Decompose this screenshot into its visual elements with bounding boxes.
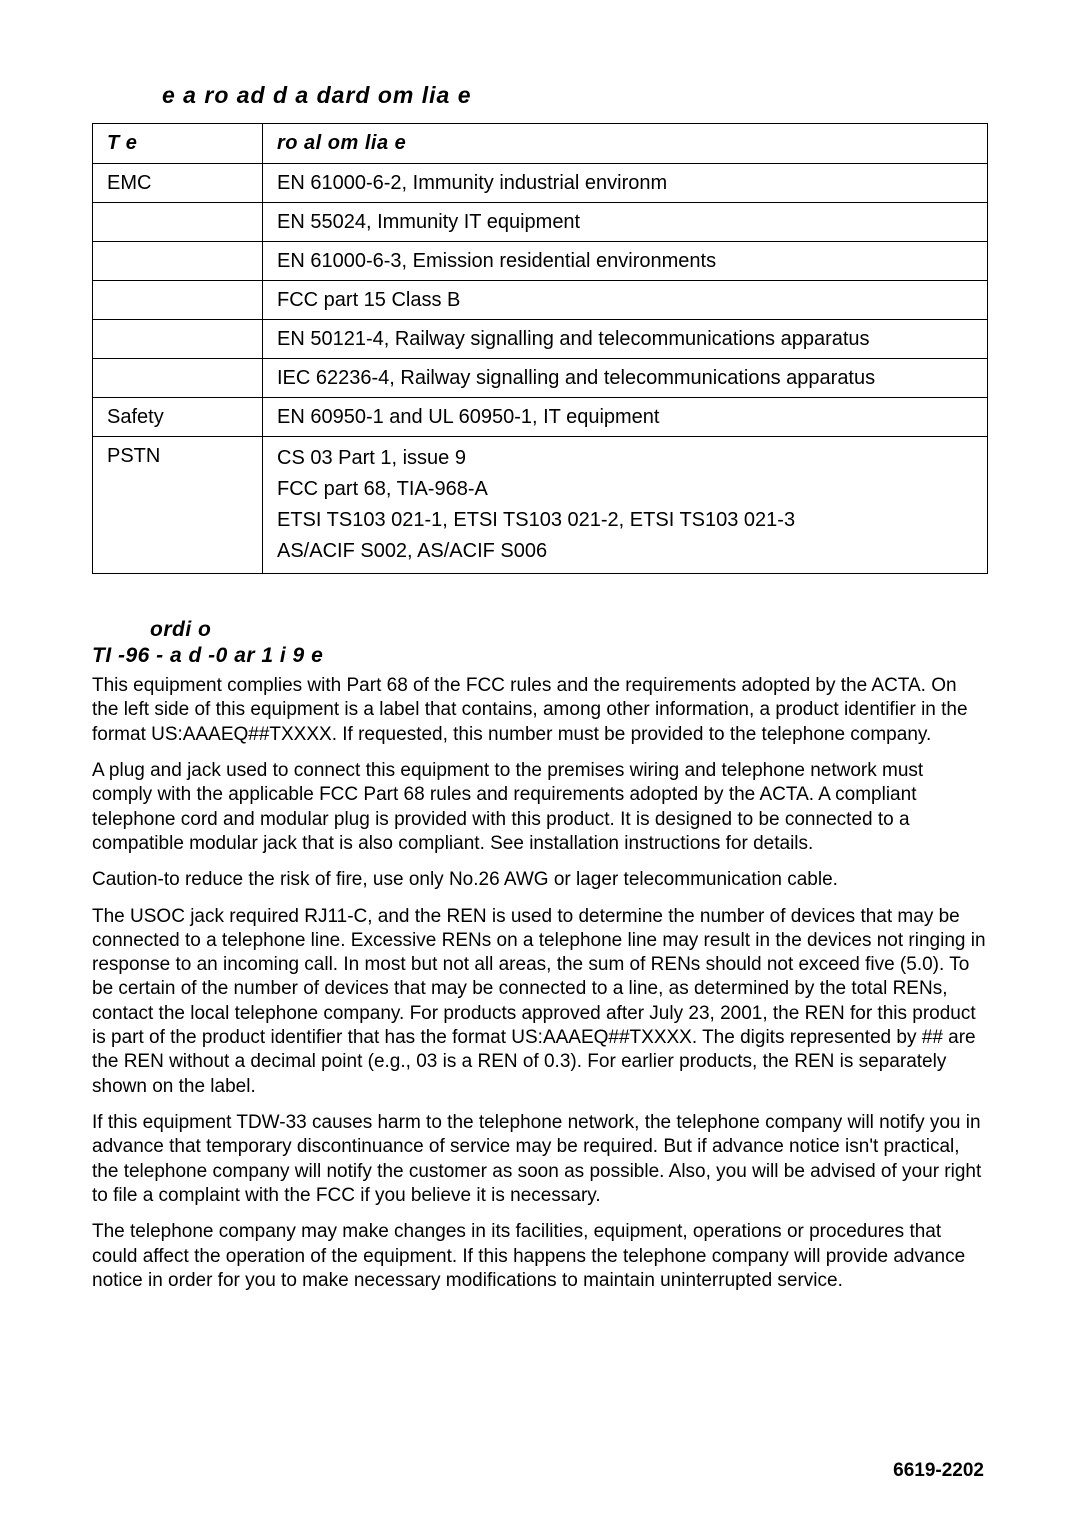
value-cell: EN 61000-6-2, Immunity industrial enviro… [263,164,988,203]
header-compliance: ro al om lia e [263,124,988,164]
table-row: EMCEN 61000-6-2, Immunity industrial env… [93,164,988,203]
type-cell [93,203,263,242]
table-row: EN 61000-6-3, Emission residential envir… [93,242,988,281]
compliance-table: T e ro al om lia e EMCEN 61000-6-2, Immu… [92,123,988,574]
main-heading: e a ro ad d a dard om lia e [162,82,988,109]
subheading-2: TI -96 - a d -0 ar 1 i 9 e [92,644,988,668]
value-cell: CS 03 Part 1, issue 9FCC part 68, TIA-96… [263,437,988,574]
type-cell: EMC [93,164,263,203]
type-cell [93,281,263,320]
table-row: SafetyEN 60950-1 and UL 60950-1, IT equi… [93,398,988,437]
paragraph-container: This equipment complies with Part 68 of … [92,674,988,1293]
value-cell: EN 55024, Immunity IT equipment [263,203,988,242]
paragraph: If this equipment TDW-33 causes harm to … [92,1111,988,1208]
table-row: EN 50121-4, Railway signalling and telec… [93,320,988,359]
page: e a ro ad d a dard om lia e T e ro al om… [0,0,1080,1532]
table-row: IEC 62236-4, Railway signalling and tele… [93,359,988,398]
value-cell: EN 60950-1 and UL 60950-1, IT equipment [263,398,988,437]
table-row: FCC part 15 Class B [93,281,988,320]
type-cell: Safety [93,398,263,437]
type-cell [93,359,263,398]
paragraph: This equipment complies with Part 68 of … [92,674,988,747]
paragraph: Caution-to reduce the risk of fire, use … [92,868,988,892]
table-row: PSTNCS 03 Part 1, issue 9FCC part 68, TI… [93,437,988,574]
value-cell: FCC part 15 Class B [263,281,988,320]
document-number: 6619-2202 [893,1460,984,1482]
subheading-1: ordi o [150,618,988,642]
type-cell [93,320,263,359]
table-row: EN 55024, Immunity IT equipment [93,203,988,242]
value-cell: EN 50121-4, Railway signalling and telec… [263,320,988,359]
value-cell: IEC 62236-4, Railway signalling and tele… [263,359,988,398]
paragraph: The USOC jack required RJ11-C, and the R… [92,905,988,1100]
paragraph: A plug and jack used to connect this equ… [92,759,988,856]
header-type: T e [93,124,263,164]
type-cell: PSTN [93,437,263,574]
value-cell: EN 61000-6-3, Emission residential envir… [263,242,988,281]
paragraph: The telephone company may make changes i… [92,1220,988,1293]
type-cell [93,242,263,281]
fcc-section: ordi o TI -96 - a d -0 ar 1 i 9 e This e… [92,618,988,1293]
table-body: EMCEN 61000-6-2, Immunity industrial env… [93,164,988,574]
